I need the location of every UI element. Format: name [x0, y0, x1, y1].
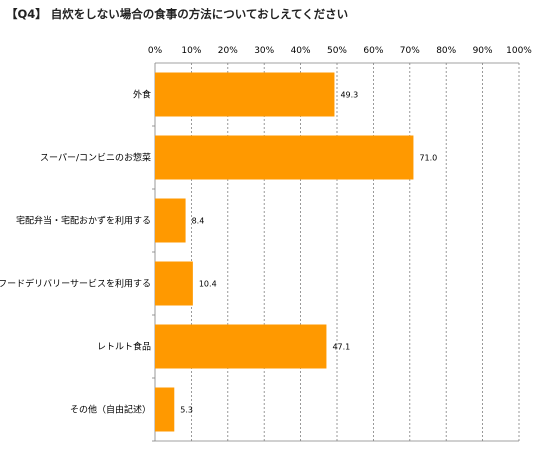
category-label: スーパー/コンビニのお惣菜 — [40, 152, 151, 164]
data-labels: 49.3 71.0 8.4 10.4 47.1 5.3 — [180, 91, 437, 415]
bar — [155, 72, 335, 117]
chart-title: 【Q4】 自炊をしない場合の食事の方法についておしえてください — [6, 7, 349, 21]
x-tick-label: 50% — [327, 46, 347, 56]
x-tick-label: 80% — [436, 46, 456, 56]
x-tick-label: 10% — [181, 46, 201, 56]
x-tick-label: 60% — [363, 46, 383, 56]
x-axis-ticks: 0% 10% 20% 30% 40% 50% 60% 70% 80% 90% 100% — [148, 46, 532, 56]
bar — [155, 198, 186, 243]
category-label: その他（自由記述） — [70, 404, 151, 416]
x-tick-label: 70% — [400, 46, 420, 56]
x-tick-label: 40% — [291, 46, 311, 56]
category-label: フードデリバリーサービスを利用する — [0, 278, 151, 290]
bar-value-label: 5.3 — [180, 406, 193, 415]
category-labels: 外食スーパー/コンビニのお惣菜宅配弁当・宅配おかずを利用するフードデリバリーサー… — [0, 89, 151, 416]
bar-value-label: 10.4 — [199, 280, 217, 289]
bar — [155, 261, 193, 306]
x-tick-label: 20% — [218, 46, 238, 56]
bars — [155, 72, 414, 432]
bar-value-label: 71.0 — [419, 154, 437, 163]
x-tick-label: 30% — [254, 46, 274, 56]
category-label: 外食 — [133, 89, 151, 101]
bar — [155, 324, 327, 369]
x-tick-label: 0% — [148, 46, 163, 56]
bar-value-label: 49.3 — [340, 91, 358, 100]
category-label: レトルト食品 — [97, 341, 151, 353]
bar — [155, 135, 414, 180]
bar-value-label: 8.4 — [192, 217, 205, 226]
bar — [155, 387, 175, 432]
bar-value-label: 47.1 — [332, 343, 350, 352]
x-tick-label: 90% — [473, 46, 493, 56]
category-label: 宅配弁当・宅配おかずを利用する — [16, 215, 151, 227]
gridlines — [152, 62, 520, 442]
x-tick-label: 100% — [506, 46, 532, 56]
